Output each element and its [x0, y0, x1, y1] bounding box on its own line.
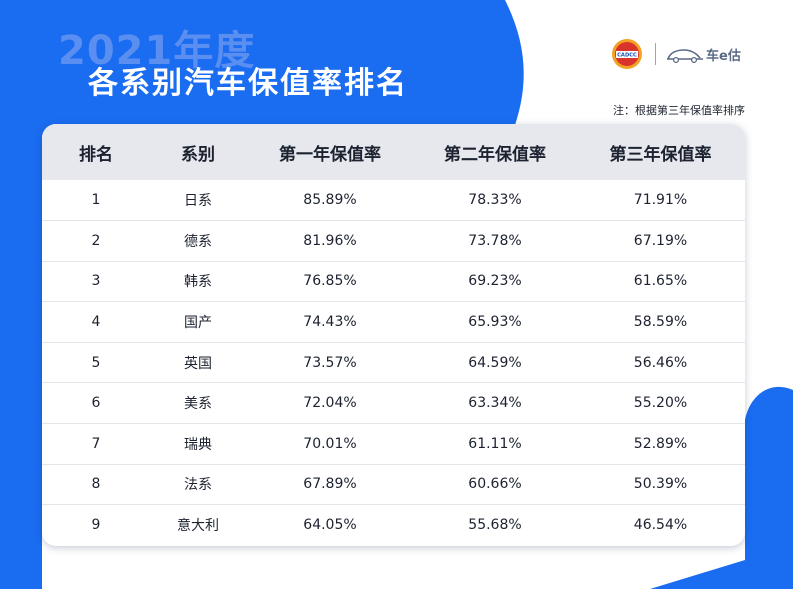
- rank-cell: 2: [91, 232, 101, 249]
- year2-rate-cell: 61.11%: [468, 435, 522, 452]
- year3-rate-cell: 61.65%: [633, 273, 688, 290]
- year2-rate-cell: 69.23%: [468, 273, 522, 290]
- cadcc-logo-text: CADCC: [617, 53, 637, 59]
- rank-cell: 1: [91, 192, 101, 209]
- year1-rate-cell: 76.85%: [303, 273, 357, 290]
- year1-rate-cell: 70.01%: [303, 435, 357, 452]
- column-header-series: 系别: [181, 144, 215, 165]
- year3-rate-cell: 71.91%: [633, 192, 688, 209]
- table-row: 6 美系 72.04% 63.34% 55.20%: [42, 383, 745, 424]
- rank-cell: 9: [91, 517, 101, 534]
- table-row: 3 韩系 76.85% 69.23% 61.65%: [42, 261, 745, 302]
- table-row: 1 日系 85.89% 78.33% 71.91%: [42, 180, 745, 221]
- ranking-table: 排名 系别 第一年保值率 第二年保值率 第三年保值率 1 日系 85.89% 7…: [42, 124, 745, 545]
- logo-divider: [655, 43, 656, 65]
- column-header-rank: 排名: [79, 144, 113, 165]
- table-row: 4 国产 74.43% 65.93% 58.59%: [42, 302, 745, 343]
- year3-rate-cell: 67.19%: [633, 232, 688, 249]
- year3-rate-cell: 46.54%: [633, 517, 688, 534]
- table-row: 5 英国 73.57% 64.59% 56.46%: [42, 342, 745, 383]
- series-cell: 美系: [184, 396, 212, 413]
- year1-rate-cell: 73.57%: [303, 354, 357, 371]
- series-cell: 德系: [184, 233, 212, 250]
- year2-rate-cell: 73.78%: [468, 232, 522, 249]
- series-cell: 意大利: [177, 518, 219, 535]
- year3-rate-cell: 55.20%: [633, 395, 688, 412]
- rank-cell: 3: [91, 273, 101, 290]
- column-header-year3-rate: 第三年保值率: [609, 144, 712, 165]
- rank-cell: 5: [91, 354, 101, 371]
- page-title: 各系别汽车保值率排名: [88, 66, 408, 101]
- year2-rate-cell: 63.34%: [468, 395, 522, 412]
- brand-logo: 车e估: [666, 45, 741, 64]
- year3-rate-cell: 58.59%: [633, 314, 688, 331]
- series-cell: 英国: [184, 355, 212, 372]
- year2-rate-cell: 55.68%: [468, 517, 522, 534]
- brand-name: 车e估: [706, 48, 741, 64]
- year1-rate-cell: 81.96%: [303, 232, 357, 249]
- year1-rate-cell: 67.89%: [303, 476, 357, 493]
- series-cell: 国产: [184, 315, 212, 332]
- ranking-table-card: 排名 系别 第一年保值率 第二年保值率 第三年保值率 1 日系 85.89% 7…: [42, 124, 745, 546]
- year3-rate-cell: 50.39%: [633, 476, 688, 493]
- sort-note: 注：根据第三年保值率排序: [613, 104, 745, 117]
- series-cell: 韩系: [184, 274, 212, 291]
- year2-rate-cell: 64.59%: [468, 354, 522, 371]
- year2-rate-cell: 78.33%: [468, 192, 522, 209]
- rank-cell: 6: [91, 395, 101, 412]
- left-edge-strip: [0, 125, 42, 589]
- year1-rate-cell: 64.05%: [303, 517, 357, 534]
- car-icon: [667, 49, 703, 63]
- cadcc-logo-icon: CADCC: [612, 39, 642, 69]
- table-row: 7 瑞典 70.01% 61.11% 52.89%: [42, 424, 745, 465]
- column-header-year1-rate: 第一年保值率: [279, 144, 381, 165]
- series-cell: 瑞典: [184, 436, 212, 453]
- rank-cell: 8: [91, 476, 101, 493]
- year3-rate-cell: 52.89%: [633, 435, 688, 452]
- series-cell: 日系: [184, 193, 212, 210]
- rank-cell: 4: [91, 314, 101, 331]
- table-header-row: 排名 系别 第一年保值率 第二年保值率 第三年保值率: [42, 124, 745, 180]
- top-left-blue-shape: [0, 0, 524, 589]
- rank-cell: 7: [91, 435, 101, 452]
- year1-rate-cell: 74.43%: [303, 314, 357, 331]
- table-row: 2 德系 81.96% 73.78% 67.19%: [42, 221, 745, 262]
- year2-rate-cell: 65.93%: [468, 314, 522, 331]
- year1-rate-cell: 85.89%: [303, 192, 357, 209]
- series-cell: 法系: [184, 477, 212, 494]
- table-row: 9 意大利 64.05% 55.68% 46.54%: [42, 505, 745, 546]
- logo-area: CADCC 车e估: [611, 36, 761, 72]
- year3-rate-cell: 56.46%: [633, 354, 688, 371]
- column-header-year2-rate: 第二年保值率: [444, 144, 546, 165]
- year1-rate-cell: 72.04%: [303, 395, 357, 412]
- bottom-right-blue-shape: [650, 386, 793, 589]
- table-row: 8 法系 67.89% 60.66% 50.39%: [42, 464, 745, 505]
- year2-rate-cell: 60.66%: [468, 476, 522, 493]
- year-watermark: 2021年度: [58, 28, 256, 74]
